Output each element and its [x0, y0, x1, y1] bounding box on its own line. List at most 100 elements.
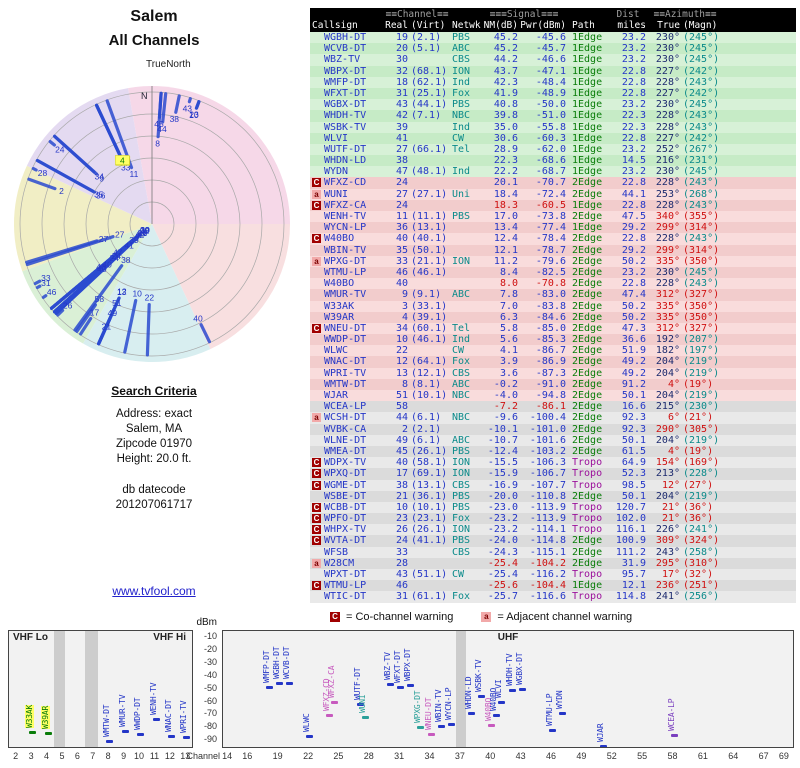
radar-channel-label: 39	[129, 235, 139, 245]
table-cell: (256°)	[683, 591, 720, 603]
left-panel: Salem All Channels TrueNorth N 19 20 30 32 18…	[0, 0, 308, 612]
signal-line	[35, 284, 42, 290]
signal-line	[79, 316, 93, 336]
table-cell: WGBH-DT	[324, 32, 367, 43]
station-label: WPRI-TV	[179, 700, 189, 733]
signal-line	[161, 92, 168, 124]
table-cell: (245°)	[683, 266, 720, 278]
channel-tick: 52	[606, 751, 617, 761]
table-cell: 43	[395, 569, 408, 580]
table-cell: 3	[401, 300, 408, 312]
table-cell: 253°	[655, 188, 680, 200]
table-cell: 2Edge	[572, 356, 603, 368]
radar-channel-label: 27	[115, 230, 125, 240]
table-cell: 2Edge	[572, 345, 603, 357]
table-cell: 45.2	[493, 32, 518, 43]
table-cell	[312, 99, 324, 110]
table-cell: WHPX-TV	[324, 524, 367, 536]
station-label: WCVB-DT	[281, 646, 291, 680]
table-cell	[408, 558, 450, 569]
table-cell: 100.9	[615, 535, 646, 547]
table-cell: 226°	[655, 524, 680, 536]
table-row: WWDP-DT 10 (46.1) Ind 5.6 -85.3 2Edge 36.6 192°(…	[310, 334, 796, 346]
table-row: C WCBB-DT 10 (10.1) PBS -23.0 -113.9 Tropo 120.7…	[310, 501, 796, 514]
station-marker	[44, 732, 52, 736]
table-cell: -78.4	[535, 233, 566, 245]
table-cell: 241°	[655, 591, 680, 603]
table-cell	[312, 356, 324, 367]
table-cell: CBS	[452, 54, 471, 66]
table-cell: 98.5	[621, 479, 646, 491]
signal-line	[195, 100, 201, 110]
table-cell: NBC	[452, 412, 471, 424]
search-city: Salem, MA	[125, 423, 183, 435]
table-cell: 1Edge	[572, 54, 603, 66]
dbm-tick: -50	[203, 682, 217, 693]
table-cell: (350°)	[683, 255, 720, 267]
table-cell: (355°)	[683, 211, 720, 222]
table-cell	[408, 155, 450, 166]
table-cell	[312, 401, 324, 412]
group-azimuth: ≡≡Azimuth≡≡	[653, 9, 717, 20]
signal-line	[94, 103, 122, 156]
table-cell: (61.1)	[411, 591, 448, 603]
table-cell: WGME-DT	[324, 479, 367, 491]
table-cell: (350°)	[683, 300, 720, 312]
table-cell	[450, 312, 482, 323]
channel-tick: 58	[667, 751, 678, 761]
radar-channel-label: 46	[96, 262, 106, 272]
table-cell: (19°)	[683, 378, 714, 390]
search-zipcode: Zipcode 01970	[115, 438, 193, 450]
table-cell: 114.8	[615, 591, 646, 603]
col-netwk: Netwk	[452, 20, 481, 31]
table-cell: CW	[452, 132, 465, 144]
table-cell: -62.0	[535, 143, 566, 155]
table-cell: 2Edge	[572, 177, 603, 189]
table-cell: 335°	[655, 311, 680, 323]
table-cell: 299°	[655, 222, 680, 234]
col-path: Path	[572, 20, 595, 31]
table-cell: 92.3	[621, 412, 646, 424]
table-cell	[450, 580, 482, 591]
dbm-tick: -40	[203, 669, 217, 680]
radar-channel-label: 40	[97, 264, 107, 274]
table-cell: 1Edge	[572, 166, 603, 178]
table-cell: WMTW-DT	[324, 378, 367, 390]
table-cell	[312, 312, 324, 323]
table-cell: -68.6	[535, 155, 566, 167]
table-row: WHDH-TV 42 (7.1) NBC 39.8 -51.0 1Edge 22.3 228°(…	[310, 110, 796, 122]
table-cell: 52.3	[621, 468, 646, 480]
station-label: WNAC-DT	[163, 699, 173, 732]
table-cell: 1Edge	[572, 580, 603, 592]
table-cell: 8	[401, 378, 408, 390]
table-cell: 230°	[655, 266, 680, 278]
co-channel-warning-badge: C	[330, 612, 340, 622]
table-cell: -23.2	[487, 524, 518, 536]
table-cell: WBPX-DT	[324, 65, 367, 77]
dbm-tick: -10	[203, 631, 217, 642]
table-cell: CBS	[452, 479, 471, 491]
table-cell: (48.1)	[411, 166, 448, 178]
table-cell: C	[312, 524, 324, 535]
table-cell: Tel	[452, 322, 471, 334]
table-cell: (243°)	[683, 110, 720, 122]
tvfool-link[interactable]: www.tvfool.com	[112, 584, 196, 598]
table-cell: 43	[395, 99, 408, 111]
table-cell: -15.5	[487, 457, 518, 469]
table-row: C WFXZ-CD 24 20.1 -70.7 2Edge 22.8 228° (243°)	[310, 177, 796, 189]
table-cell: 11.2	[493, 255, 518, 267]
table-row: WBPX-DT 32 (68.1) ION 43.7 -47.1 1Edge 22.8 227°…	[310, 65, 796, 77]
table-cell: -116.6	[529, 591, 566, 603]
channel-tick: 7	[90, 751, 96, 761]
radar-channel-label: 23	[189, 110, 199, 120]
radar-channel-label: 36	[96, 191, 106, 201]
signal-line	[25, 239, 99, 264]
table-cell: -86.7	[535, 345, 566, 357]
adjacent-channel-warning-badge: a	[312, 558, 321, 568]
table-cell: (251°)	[683, 580, 720, 592]
table-cell: WCEA-LP	[324, 401, 367, 413]
table-cell: -91.0	[535, 378, 566, 390]
station-marker	[152, 718, 160, 722]
table-cell: -114.1	[529, 524, 566, 536]
station-marker	[285, 682, 293, 686]
